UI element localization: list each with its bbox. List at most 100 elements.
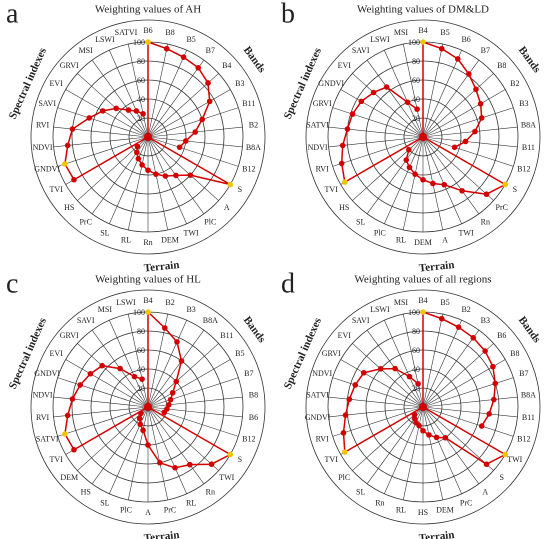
r-tick-label: 80 (137, 327, 145, 336)
point (135, 155, 142, 162)
point (426, 432, 432, 438)
point (163, 45, 170, 52)
point (182, 138, 189, 144)
point (195, 65, 202, 71)
spoke (77, 73, 149, 138)
spoke (127, 314, 149, 408)
category-label: B6 (461, 35, 470, 44)
point (433, 434, 440, 441)
center (144, 403, 152, 411)
point (140, 427, 146, 434)
point (451, 144, 458, 151)
spoke (109, 320, 149, 408)
point (62, 161, 68, 167)
spoke (57, 136, 149, 167)
r-tick-label: 20 (137, 114, 145, 123)
category-label: B8 (165, 28, 174, 37)
category-label: GNDVI (305, 413, 331, 422)
category-label: GRVI (322, 349, 341, 358)
group-label: Terrain (143, 259, 180, 275)
point (134, 143, 141, 150)
point (62, 431, 68, 437)
point (358, 98, 365, 105)
category-label: B2 (461, 305, 470, 314)
spoke (422, 136, 514, 167)
category-label: B2 (249, 121, 258, 130)
panel-letter: c (6, 268, 18, 299)
point (206, 98, 213, 105)
outer-ring (305, 289, 541, 525)
point (99, 362, 105, 369)
point (169, 389, 176, 396)
series-line (340, 86, 418, 183)
category-label: S (500, 473, 504, 482)
point (165, 402, 172, 408)
point (117, 365, 123, 372)
category-label: B4 (418, 296, 427, 305)
spoke (422, 107, 514, 138)
category-label: B11 (522, 143, 535, 152)
r-tick-label: 80 (412, 57, 420, 66)
point (455, 324, 462, 330)
point (199, 116, 206, 123)
category-label: SL (100, 229, 109, 238)
point (161, 409, 168, 416)
category-label: DEM (414, 238, 432, 247)
category-label: SL (356, 218, 365, 227)
point (180, 54, 187, 60)
spoke (422, 73, 494, 138)
point (472, 128, 478, 135)
category-label: TWI (184, 229, 199, 238)
r-tick-label: 80 (412, 327, 420, 336)
point (145, 167, 151, 174)
category-label: B8 (510, 349, 519, 358)
point (137, 421, 144, 428)
point (392, 365, 398, 372)
category-label: TWI (459, 229, 474, 238)
radar-chart: a Weighting values of AH 20 40 60 80 100 B6 B8 B5… (6, 0, 268, 275)
category-label: PrC (496, 203, 508, 212)
radar-chart: b Weighting values of DM&LD 20 40 60 80 100 B4 B… (281, 0, 543, 275)
category-label: DEM (161, 236, 179, 245)
spoke (422, 406, 494, 471)
r-tick-label: 100 (408, 38, 420, 47)
point (438, 315, 445, 322)
radial-line (422, 136, 506, 186)
spoke (65, 359, 149, 408)
category-label: B7 (481, 46, 490, 55)
point (477, 100, 484, 107)
spoke (109, 50, 149, 138)
spoke (384, 50, 424, 138)
spoke (352, 73, 424, 138)
point (404, 99, 411, 106)
category-label: Rn (206, 488, 215, 497)
r-tick-label: 60 (412, 76, 420, 85)
point (125, 107, 132, 113)
category-label: B7 (206, 46, 215, 55)
category-label: B11 (242, 99, 255, 108)
category-label: B3 (186, 305, 195, 314)
radial-line (147, 136, 231, 186)
point (131, 373, 138, 380)
point (145, 39, 151, 45)
category-label: TVI (50, 185, 64, 194)
category-label: B4 (143, 296, 152, 305)
category-label: PlC (204, 218, 216, 227)
spoke (422, 406, 518, 418)
point (174, 339, 180, 345)
r-tick-label: 40 (137, 95, 145, 104)
spoke (366, 59, 424, 138)
point (139, 376, 145, 382)
category-label: GNDVI (318, 79, 344, 88)
spoke (422, 320, 462, 408)
point (161, 325, 168, 331)
point (157, 459, 163, 466)
r-tick-label: 40 (412, 95, 420, 104)
category-label: PlC (338, 473, 350, 482)
point (459, 187, 465, 194)
point (86, 115, 93, 121)
category-label: TVI (50, 455, 64, 464)
spoke (340, 359, 424, 408)
category-label: B12 (517, 165, 530, 174)
